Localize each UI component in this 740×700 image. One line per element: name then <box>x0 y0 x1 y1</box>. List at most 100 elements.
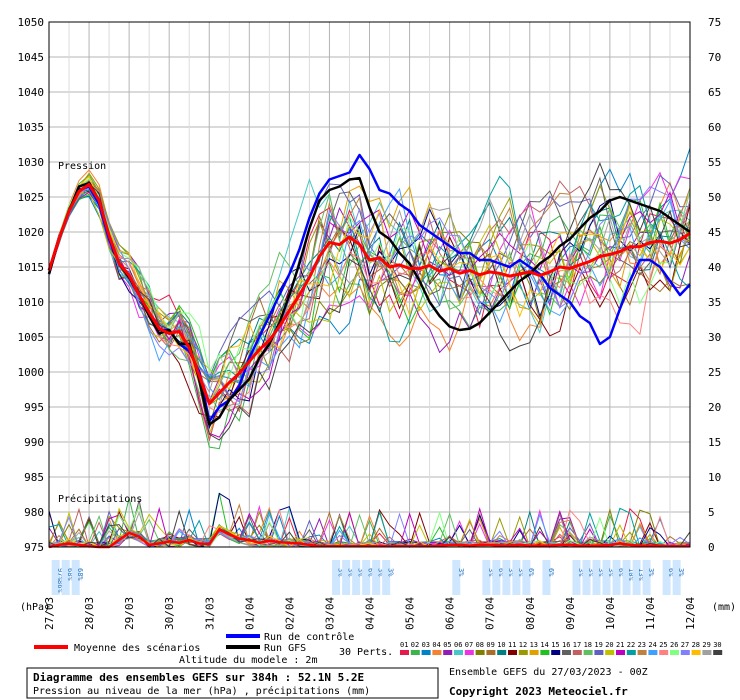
perturbation-id: 02 <box>411 641 419 649</box>
snow-marker <box>602 560 611 595</box>
perturbation-id: 16 <box>562 641 570 649</box>
left-tick-label: 985 <box>24 471 44 484</box>
legend-perts-label: 30 Perts. <box>339 647 393 658</box>
grid <box>48 21 691 548</box>
perturbation-swatch <box>410 650 420 655</box>
snow-marker <box>662 560 671 595</box>
perturbation-swatch <box>400 650 409 655</box>
snow-marker <box>632 560 641 595</box>
snow-marker <box>382 560 391 595</box>
x-tick-label: 07/04 <box>484 597 497 630</box>
perturbation-id: 07 <box>465 641 473 649</box>
right-tick-label: 65 <box>708 86 721 99</box>
perturbation-id: 20 <box>605 641 613 649</box>
gfs-line <box>47 176 691 426</box>
perturbation-id: 17 <box>573 641 581 649</box>
left-tick-label: 1025 <box>18 191 45 204</box>
snow-probability-label: 3% <box>507 568 515 577</box>
perturbation-id: 06 <box>454 641 462 649</box>
perturbation-swatch <box>475 650 485 655</box>
snow-probability-label: 3% <box>377 568 385 577</box>
snow-probabilities: 97%86%68% 68% 3% 3% 3% 6% 3% 3% 3% 3% 6% 3% 3% 6% 6% 3%… <box>51 560 685 595</box>
precip-mean-line <box>48 527 690 549</box>
right-tick-label: 0 <box>708 541 715 554</box>
snow-probability-label: 3% <box>347 568 355 577</box>
snow-probability-label: 6% <box>617 568 625 577</box>
x-tick-label: 08/04 <box>524 597 537 630</box>
perturbation-id: 19 <box>594 641 602 649</box>
snow-probability-label: 3% <box>607 568 615 577</box>
x-tick-label: 03/04 <box>323 597 336 630</box>
x-tick-label: 28/03 <box>83 597 96 630</box>
left-tick-label: 980 <box>24 506 44 519</box>
left-tick-label: 995 <box>24 401 44 414</box>
perturbation-id: 03 <box>422 641 430 649</box>
perturbation-id: 09 <box>486 641 494 649</box>
perturbation-swatch <box>464 650 474 655</box>
left-tick-label: 1020 <box>18 226 45 239</box>
snow-marker <box>572 560 581 595</box>
x-tick-label: 11/04 <box>644 597 657 630</box>
perturbation-swatch <box>432 650 442 655</box>
plot-frame <box>48 21 691 548</box>
perturbation-id: 29 <box>702 641 710 649</box>
perturbation-id: 26 <box>670 641 678 649</box>
chart-subtitle: Pression au niveau de la mer (hPa) , pré… <box>33 685 370 697</box>
perturbation-swatch <box>497 650 507 655</box>
x-tick-label: 02/04 <box>283 597 296 630</box>
right-tick-label: 70 <box>708 51 721 64</box>
snow-marker <box>512 560 521 595</box>
right-tick-label: 50 <box>708 191 721 204</box>
left-tick-label: 1045 <box>18 51 45 64</box>
snow-marker <box>372 560 381 595</box>
snow-marker <box>482 560 491 595</box>
x-tick-label: 27/03 <box>43 597 56 630</box>
perturbation-swatch <box>443 650 453 655</box>
title-box <box>26 667 439 699</box>
right-tick-label: 75 <box>708 16 721 29</box>
perturbation-id: 22 <box>627 641 635 649</box>
right-tick-label: 25 <box>708 366 721 379</box>
perturbation-id: 25 <box>659 641 667 649</box>
perturbation-line <box>48 185 691 403</box>
left-axis-ticks: 975 980 985 990 995 1000 1005 1010 1015 1020 1025 1… <box>18 16 45 554</box>
perturbation-swatch <box>594 650 604 655</box>
snow-probability-label: 68% <box>66 568 74 581</box>
snow-probability-label: 3% <box>517 568 525 577</box>
snow-marker <box>592 560 601 595</box>
perturbation-lines <box>48 148 691 450</box>
snow-probability-label: 3% <box>587 568 595 577</box>
chart-title: Diagramme des ensembles GEFS sur 384h : … <box>33 671 364 684</box>
perturbation-line <box>48 177 691 379</box>
snow-marker <box>502 560 511 595</box>
snow-marker <box>51 560 60 595</box>
right-tick-label: 60 <box>708 121 721 134</box>
perturbation-swatch <box>659 650 669 655</box>
altitude-label: Altitude du modele : 2m <box>179 655 317 666</box>
left-tick-label: 1015 <box>18 261 45 274</box>
legend-gfs-label: Run GFS <box>264 643 306 654</box>
section-precip: Précipitations <box>58 493 142 505</box>
right-axis-ticks: 0 5 10 15 20 25 30 35 40 45 50 55 60 65 70 75 <box>708 16 721 554</box>
x-tick-label: 06/04 <box>444 597 457 630</box>
perturbation-line <box>48 161 691 441</box>
right-tick-label: 55 <box>708 156 721 169</box>
snow-probability-label: 10% <box>627 568 635 581</box>
snow-probability-label: 3% <box>357 568 365 577</box>
snow-marker <box>452 560 461 595</box>
perturbation-id: 12 <box>519 641 527 649</box>
perturbation-swatch <box>551 650 561 655</box>
perturbation-swatch <box>518 650 528 655</box>
perturbation-line <box>48 178 691 383</box>
left-tick-label: 1005 <box>18 331 45 344</box>
perturbation-id: 04 <box>432 641 440 649</box>
perturbation-swatch <box>454 650 463 655</box>
perturbation-id: 30 <box>713 641 721 649</box>
snow-marker <box>71 560 80 595</box>
snow-marker <box>642 560 651 595</box>
snow-marker <box>522 560 531 595</box>
perturbation-legend: 01 02 03 04 05 06 07 08 09 10 11 12 13 14 15 16 17 18 19 20… <box>400 641 723 655</box>
right-tick-label: 45 <box>708 226 721 239</box>
x-tick-label: 09/04 <box>564 597 577 630</box>
